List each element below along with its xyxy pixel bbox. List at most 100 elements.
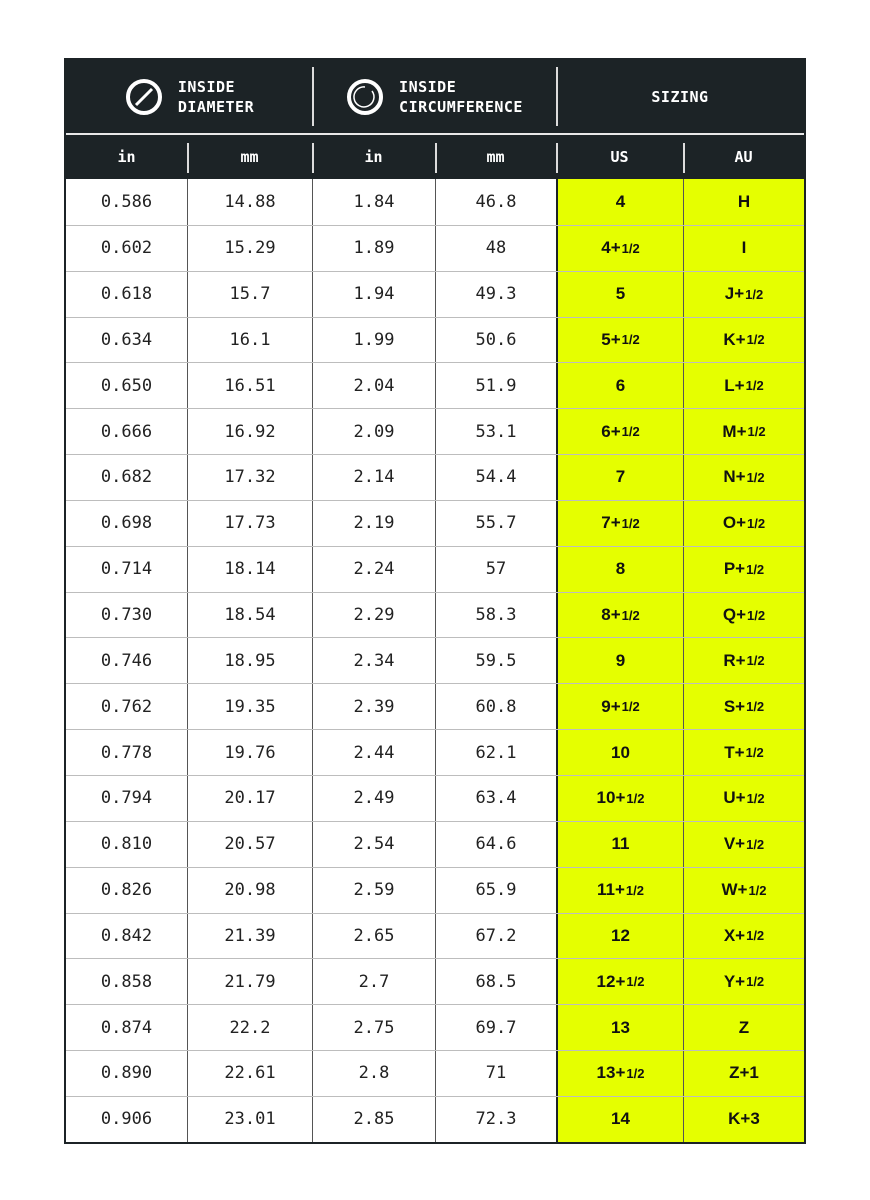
cell-value: 2.85	[353, 1109, 395, 1130]
cell-d-in: 0.858	[66, 959, 187, 1004]
table-row: 0.810 20.57 2.54 64.6 11 V+ 1/2	[66, 820, 804, 867]
cell-value: 1.84	[353, 191, 395, 212]
cell-d-mm: 22.61	[187, 1051, 312, 1096]
cell-c-in: 2.09	[312, 409, 435, 455]
half-size-fraction: 1/2	[746, 974, 765, 990]
cell-value: 48	[485, 238, 507, 259]
cell-au: K+3	[683, 1096, 804, 1142]
cell-d-mm: 16.92	[187, 409, 312, 455]
cell-value: H	[737, 191, 751, 211]
cell-c-mm: 60.8	[435, 684, 556, 730]
cell-value: 2.44	[353, 742, 395, 763]
cell-c-in: 2.7	[312, 959, 435, 1005]
cell-value: 4	[615, 191, 626, 211]
cell-value: 14	[611, 1109, 630, 1129]
cell-au: X+ 1/2	[683, 913, 804, 959]
half-size-fraction: 1/2	[746, 469, 765, 485]
cell-value: 0.682	[100, 467, 153, 488]
cell-value: 5	[615, 284, 626, 304]
half-size-fraction: 1/2	[621, 424, 640, 440]
unit-header: mm	[435, 135, 556, 179]
cell-d-in: 0.826	[66, 868, 187, 913]
cell-value: 0.906	[100, 1109, 153, 1130]
cell-value: 68.5	[475, 971, 517, 992]
cell-c-in: 2.54	[312, 821, 435, 867]
cell-au: O+ 1/2	[683, 500, 804, 546]
table-row: 0.746 18.95 2.34 59.5 9 R+ 1/2	[66, 637, 804, 684]
cell-c-mm: 63.4	[435, 775, 556, 821]
cell-c-in: 1.94	[312, 271, 435, 317]
table-row: 0.730 18.54 2.29 58.3 8+ 1/2 Q+ 1/2	[66, 591, 804, 638]
cell-value: U+	[723, 788, 746, 808]
cell-us: 8+ 1/2	[556, 592, 683, 638]
cell-d-in: 0.794	[66, 776, 187, 821]
cell-value: 0.762	[100, 696, 153, 717]
cell-value: L+	[724, 375, 745, 395]
cell-value: 53.1	[475, 421, 517, 442]
cell-c-in: 2.49	[312, 775, 435, 821]
cell-d-mm: 19.76	[187, 730, 312, 775]
cell-c-in: 2.39	[312, 684, 435, 730]
half-size-fraction: 1/2	[746, 332, 765, 348]
cell-c-mm: 49.3	[435, 271, 556, 317]
cell-value: 12	[611, 925, 630, 945]
header-line1: INSIDE	[177, 77, 236, 96]
table-row: 0.794 20.17 2.49 63.4 10+ 1/2 U+ 1/2	[66, 774, 804, 821]
cell-us: 10	[556, 730, 683, 775]
cell-value: 0.810	[100, 834, 153, 855]
cell-value: 11	[611, 834, 630, 854]
cell-value: 2.59	[353, 880, 395, 901]
cell-c-in: 1.89	[312, 225, 435, 271]
cell-value: 9+	[601, 696, 621, 716]
unit-header: mm	[187, 135, 312, 179]
half-size-fraction: 1/2	[745, 378, 764, 394]
cell-c-mm: 58.3	[435, 592, 556, 638]
cell-value: 16.1	[229, 329, 271, 350]
cell-value: 49.3	[475, 284, 517, 305]
half-size-fraction: 1/2	[746, 790, 765, 806]
cell-value: 0.586	[100, 191, 153, 212]
cell-us: 5	[556, 271, 683, 317]
unit-header: AU	[683, 135, 804, 179]
inside-diameter-header: INSIDE DIAMETER	[66, 60, 312, 133]
cell-d-in: 0.618	[66, 272, 187, 317]
cell-d-in: 0.650	[66, 363, 187, 408]
cell-value: 18.14	[224, 559, 276, 580]
header-line1: INSIDE	[399, 77, 457, 96]
cell-us: 13+ 1/2	[556, 1051, 683, 1096]
cell-value: 63.4	[475, 788, 517, 809]
cell-value: 2.39	[353, 696, 395, 717]
cell-value: Z+1	[729, 1063, 759, 1083]
cell-us: 6+ 1/2	[556, 409, 683, 455]
cell-c-mm: 59.5	[435, 638, 556, 684]
cell-au: V+ 1/2	[683, 821, 804, 867]
table-row: 0.682 17.32 2.14 54.4 7 N+ 1/2	[66, 454, 804, 500]
cell-au: Z+1	[683, 1051, 804, 1096]
cell-d-mm: 17.73	[187, 500, 312, 546]
cell-value: 0.618	[100, 284, 153, 305]
cell-c-mm: 72.3	[435, 1096, 556, 1142]
cell-c-in: 2.04	[312, 363, 435, 409]
cell-d-mm: 16.1	[187, 317, 312, 363]
cell-c-mm: 62.1	[435, 730, 556, 775]
half-size-fraction: 1/2	[621, 240, 640, 256]
cell-c-in: 2.19	[312, 500, 435, 546]
cell-value: 65.9	[475, 880, 517, 901]
cell-value: 0.890	[100, 1063, 153, 1084]
table-body: 0.586 14.88 1.84 46.8 4 H 0.602 15.29 1.89 48 4+ 1/…	[66, 179, 804, 1142]
cell-c-in: 2.44	[312, 730, 435, 775]
cell-d-mm: 20.57	[187, 821, 312, 867]
cell-value: 46.8	[475, 191, 517, 212]
cell-value: 0.794	[100, 788, 153, 809]
table-row: 0.858 21.79 2.7 68.5 12+ 1/2 Y+ 1/2	[66, 958, 804, 1005]
half-size-fraction: 1/2	[745, 286, 764, 302]
cell-d-mm: 21.39	[187, 913, 312, 959]
half-size-fraction: 1/2	[626, 790, 645, 806]
cell-value: 0.666	[100, 421, 153, 442]
cell-au: U+ 1/2	[683, 775, 804, 821]
cell-value: 18.54	[224, 605, 276, 626]
table-row: 0.618 15.7 1.94 49.3 5 J+ 1/2	[66, 270, 804, 317]
half-size-fraction: 1/2	[625, 882, 644, 898]
cell-us: 12+ 1/2	[556, 959, 683, 1005]
half-size-fraction: 1/2	[621, 699, 640, 715]
